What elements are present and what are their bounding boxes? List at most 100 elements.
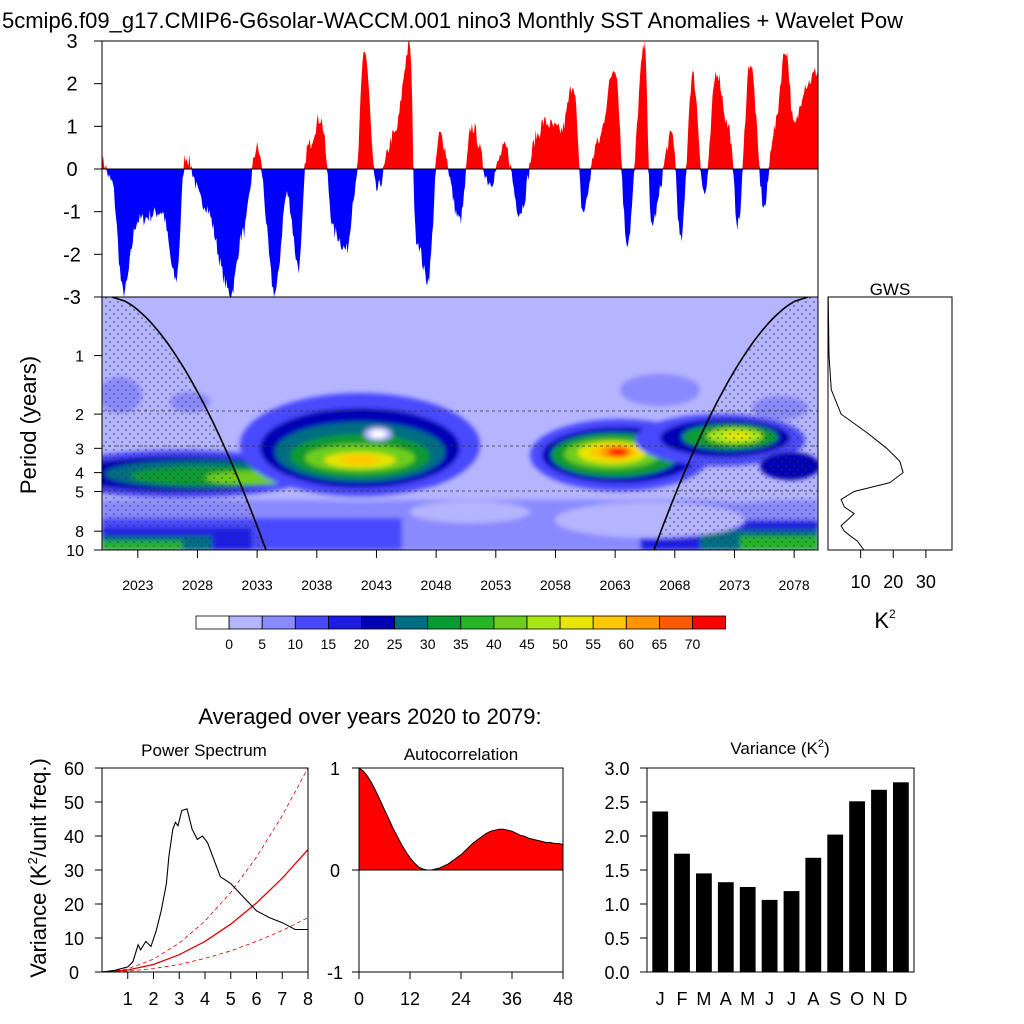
ac-y-tick-label: -1 — [327, 963, 343, 983]
colorbar: 0 5 10 15 20 25 30 35 40 45 50 55 60 65 70 — [195, 615, 726, 652]
wavelet-x-axis: 2023 2028 2033 2038 2043 2048 2053 2058 2063 2068… — [122, 550, 810, 593]
month-label: J — [787, 989, 796, 1009]
main-title: 5cmip6.f09_g17.CMIP6-G6solar-WACCM.001 n… — [2, 8, 903, 33]
var-y-tick-label: 1.5 — [604, 861, 629, 881]
power-spectrum-title: Power Spectrum — [141, 741, 267, 760]
month-label: J — [656, 989, 665, 1009]
cone-of-influence-right — [654, 297, 818, 550]
period-tick-label: 2 — [75, 407, 84, 424]
ps-x-tick-label: 5 — [226, 989, 236, 1009]
gws-frame — [827, 296, 953, 551]
variance-plot: J F M A M J J A S O N D0.00.51.01.52.02.53.0 — [604, 759, 909, 1009]
colorbar-swatch — [592, 615, 627, 630]
year-tick-label: 2073 — [719, 577, 750, 593]
period-tick-label: 8 — [75, 524, 84, 541]
power-spectrum-plot: 1 2 3 4 5 6 7 8 0 10 20 30 40 50 60 — [64, 759, 313, 1009]
ps-x-tick-label: 6 — [251, 989, 261, 1009]
year-tick-label: 2033 — [242, 577, 273, 593]
wavelet-frame — [101, 296, 819, 551]
colorbar-label: 10 — [288, 636, 304, 652]
year-tick-label: 2078 — [779, 577, 810, 593]
timeseries-y-axis: 3 2 1 0 -1 -2 -3 — [63, 31, 102, 309]
autocorrelation-frame — [358, 767, 564, 973]
ps-y-tick-label: 60 — [64, 759, 84, 779]
month-label: A — [720, 989, 732, 1009]
variance-bar — [674, 853, 690, 972]
y-tick-label: 1 — [66, 116, 77, 138]
power-spectrum-frame — [101, 767, 309, 973]
colorbar-label: 30 — [420, 636, 436, 652]
variance-bar — [805, 857, 822, 972]
colorbar-label: 25 — [387, 636, 403, 652]
y-tick-label: 2 — [66, 74, 77, 96]
variance-bar — [827, 834, 844, 972]
y-tick-label: -3 — [63, 287, 81, 309]
gws-title: GWS — [870, 280, 911, 299]
gws-tick-label: 20 — [883, 572, 903, 592]
colorbar-label: 60 — [619, 636, 635, 652]
year-tick-label: 2058 — [540, 577, 571, 593]
var-y-tick-label: 1.0 — [604, 895, 629, 915]
colorbar-label: 45 — [519, 636, 535, 652]
colorbar-swatch — [261, 615, 296, 630]
colorbar-label: 15 — [321, 636, 337, 652]
year-tick-label: 2043 — [361, 577, 392, 593]
ps-spectrum-line — [101, 808, 308, 973]
month-label: F — [677, 989, 688, 1009]
ps-y-tick-label: 10 — [64, 929, 84, 949]
year-tick-label: 2048 — [421, 577, 452, 593]
month-label: J — [765, 989, 774, 1009]
power-spectrum-ylabel: Variance (K2/unit freq.) — [25, 758, 51, 978]
gws-curve — [827, 296, 904, 551]
ps-x-tick-label: 3 — [174, 989, 184, 1009]
colorbar-label: 40 — [486, 636, 502, 652]
ac-x-tick-label: 0 — [354, 989, 364, 1009]
var-y-tick-label: 0.5 — [604, 929, 629, 949]
ps-y-tick-label: 30 — [64, 861, 84, 881]
ps-y-tick-label: 50 — [64, 793, 84, 813]
ps-lower-bound-line — [101, 917, 309, 973]
autocorrelation-panel: Autocorrelation 0 12 24 36 48 1 0 -1 — [327, 745, 573, 1009]
ps-x-tick-label: 2 — [148, 989, 158, 1009]
y-tick-label: 0 — [66, 159, 77, 181]
colorbar-swatch — [659, 615, 693, 630]
colorbar-label: 20 — [354, 636, 370, 652]
coi-right-boundary — [653, 297, 809, 550]
autocorrelation-plot: 0 12 24 36 48 1 0 -1 — [327, 759, 573, 1009]
colorbar-swatch — [692, 615, 726, 630]
ps-y-tick-label: 40 — [64, 827, 84, 847]
colorbar-swatch — [327, 615, 362, 630]
year-tick-label: 2068 — [659, 577, 690, 593]
period-tick-label: 10 — [66, 543, 84, 560]
month-label: A — [807, 989, 819, 1009]
variance-bar — [696, 873, 712, 972]
gws-x-axis: 10 20 30 — [851, 550, 936, 592]
colorbar-label: 70 — [685, 636, 701, 652]
gws-tick-label: 10 — [851, 572, 871, 592]
ac-x-tick-label: 12 — [400, 989, 420, 1009]
colorbar-label: 0 — [225, 636, 233, 652]
colorbar-swatch — [427, 615, 462, 630]
ac-y-tick-label: 0 — [330, 861, 340, 881]
month-label: S — [829, 989, 841, 1009]
colorbar-label: 5 — [258, 636, 266, 652]
period-tick-label: 4 — [75, 466, 84, 483]
month-label: O — [850, 989, 864, 1009]
colorbar-label: 35 — [453, 636, 469, 652]
ps-x-tick-label: 1 — [123, 989, 133, 1009]
year-tick-label: 2038 — [301, 577, 332, 593]
negative-anomaly-area — [102, 169, 818, 297]
colorbar-swatch — [394, 615, 429, 630]
colorbar-swatch — [460, 615, 495, 630]
ac-x-tick-label: 48 — [553, 989, 573, 1009]
ps-red-noise-line — [101, 849, 309, 973]
variance-bar — [783, 891, 800, 972]
cone-of-influence-left — [102, 297, 266, 550]
ps-y-tick-label: 0 — [69, 963, 79, 983]
variance-bar — [739, 887, 756, 972]
month-label: M — [696, 989, 711, 1009]
var-y-tick-label: 0.0 — [604, 963, 629, 983]
ps-x-tick-label: 4 — [200, 989, 210, 1009]
variance-title: Variance (K2) — [730, 738, 829, 758]
year-tick-label: 2063 — [600, 577, 631, 593]
